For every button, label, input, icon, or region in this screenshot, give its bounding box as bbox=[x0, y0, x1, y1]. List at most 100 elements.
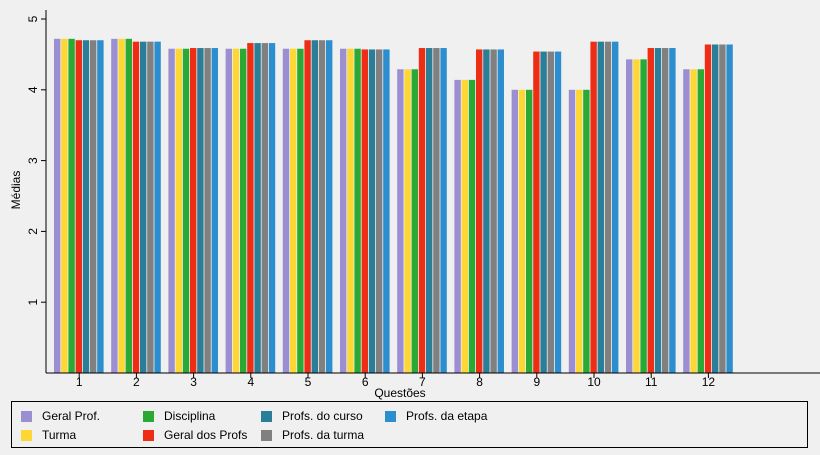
bar bbox=[547, 51, 554, 374]
bar bbox=[497, 49, 504, 373]
bar bbox=[132, 41, 140, 373]
bar bbox=[125, 38, 132, 373]
bar bbox=[204, 48, 211, 373]
y-tick-label: 2 bbox=[26, 228, 40, 235]
x-tick-label: 12 bbox=[702, 375, 716, 389]
bar bbox=[483, 49, 490, 373]
bar bbox=[433, 48, 440, 373]
bar bbox=[61, 38, 68, 373]
bar bbox=[318, 40, 326, 374]
bar bbox=[697, 69, 704, 373]
bar bbox=[182, 48, 190, 374]
bar bbox=[726, 44, 733, 373]
bar bbox=[597, 41, 604, 373]
legend-label: Profs. do curso bbox=[282, 409, 363, 423]
x-tick-label: 6 bbox=[362, 375, 369, 389]
bar bbox=[154, 41, 161, 373]
legend-label: Geral dos Profs bbox=[164, 428, 248, 442]
bar bbox=[669, 48, 676, 373]
x-tick-label: 10 bbox=[587, 375, 601, 389]
y-tick-label: 4 bbox=[26, 86, 40, 93]
x-tick-label: 3 bbox=[190, 375, 197, 389]
bar bbox=[404, 69, 411, 373]
bar bbox=[376, 49, 383, 373]
bar bbox=[340, 48, 347, 374]
bar bbox=[383, 49, 390, 373]
y-axis-title: Médias bbox=[9, 171, 23, 210]
bar bbox=[511, 89, 518, 374]
bar bbox=[240, 48, 247, 374]
bar bbox=[111, 38, 118, 373]
bar bbox=[590, 41, 597, 373]
x-axis-title: Questões bbox=[374, 386, 425, 400]
legend-item: Profs. da etapa bbox=[385, 408, 487, 424]
bar bbox=[82, 40, 90, 374]
legend-item: Profs. da turma bbox=[261, 427, 364, 443]
bar bbox=[612, 41, 619, 373]
bar bbox=[326, 40, 333, 374]
bar bbox=[490, 49, 497, 373]
legend-item: Disciplina bbox=[143, 408, 215, 424]
bar bbox=[640, 59, 647, 374]
x-tick-label: 4 bbox=[247, 375, 254, 389]
y-tick-label: 1 bbox=[26, 299, 40, 306]
legend-swatch bbox=[261, 429, 272, 441]
bar bbox=[197, 48, 204, 373]
bar bbox=[90, 40, 97, 374]
bar bbox=[647, 48, 654, 373]
bar bbox=[368, 49, 376, 373]
bar bbox=[461, 79, 468, 373]
bar bbox=[97, 40, 104, 374]
bar bbox=[533, 51, 540, 374]
bar bbox=[282, 48, 290, 374]
bar bbox=[540, 51, 547, 374]
bar bbox=[211, 48, 218, 373]
bar bbox=[719, 44, 726, 373]
bar bbox=[518, 89, 526, 374]
bar bbox=[633, 59, 640, 374]
legend-label: Profs. da turma bbox=[282, 428, 365, 442]
legend-swatch bbox=[21, 429, 32, 441]
bar bbox=[290, 48, 297, 374]
legend-label: Profs. da etapa bbox=[406, 409, 488, 423]
bar bbox=[54, 38, 61, 373]
x-tick-label: 2 bbox=[133, 375, 140, 389]
bar bbox=[418, 48, 426, 373]
y-tick-label: 3 bbox=[26, 157, 40, 164]
legend-swatch bbox=[385, 410, 396, 422]
bar bbox=[140, 41, 147, 373]
x-tick-label: 7 bbox=[419, 375, 426, 389]
bar bbox=[476, 49, 483, 373]
bar bbox=[147, 41, 154, 373]
bar bbox=[190, 48, 197, 373]
x-tick-label: 5 bbox=[305, 375, 312, 389]
x-tick-label: 11 bbox=[645, 375, 658, 389]
legend-swatch bbox=[261, 410, 272, 422]
bar bbox=[347, 48, 354, 374]
bar bbox=[454, 79, 461, 373]
bar bbox=[704, 44, 712, 373]
x-axis-ticks: 1 2 3 4 5 6 7 8 9 10 11 12 bbox=[76, 373, 716, 389]
legend-item: Turma bbox=[21, 427, 76, 443]
bar bbox=[297, 48, 304, 374]
bar bbox=[712, 44, 719, 373]
bar bbox=[168, 48, 175, 374]
legend-item: Geral Prof. bbox=[21, 408, 100, 424]
bar bbox=[626, 59, 633, 374]
bar bbox=[247, 43, 254, 374]
bar bbox=[304, 40, 311, 374]
bar bbox=[654, 48, 662, 373]
bar bbox=[583, 89, 590, 374]
bar bbox=[354, 48, 361, 374]
legend-swatch bbox=[21, 410, 32, 422]
bar bbox=[690, 69, 697, 373]
y-tick-label: 5 bbox=[26, 15, 40, 22]
bar bbox=[261, 43, 268, 374]
bar bbox=[576, 89, 583, 374]
bar bbox=[568, 89, 576, 374]
bar bbox=[604, 41, 612, 373]
bar bbox=[526, 89, 533, 374]
bar bbox=[268, 43, 276, 374]
